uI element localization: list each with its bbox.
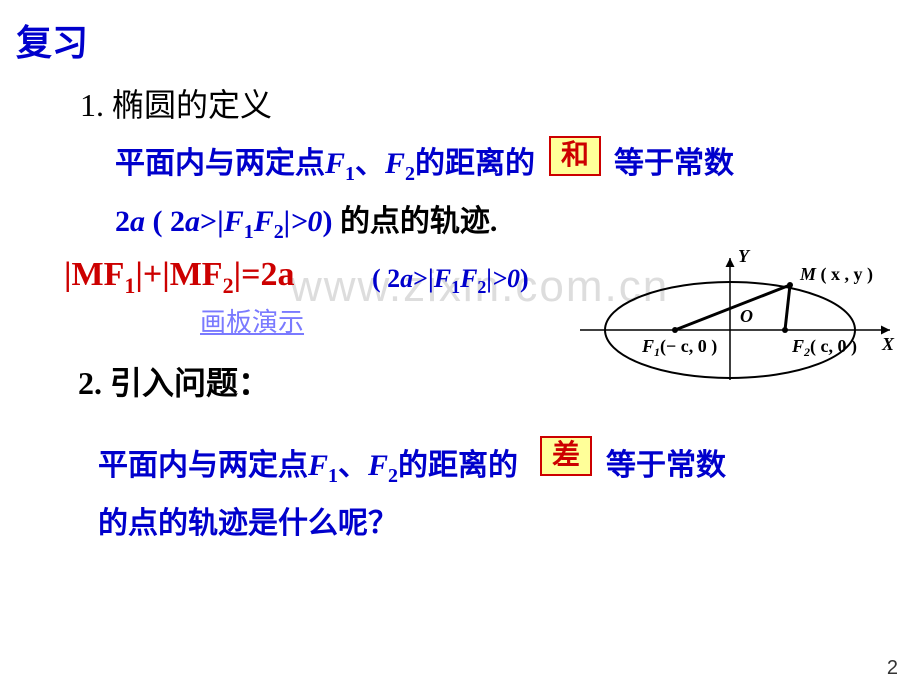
sym-f1: F	[308, 449, 328, 482]
fm-s2: 2	[223, 273, 234, 298]
fm-s1: 1	[124, 273, 135, 298]
sym-f2: F	[368, 449, 388, 482]
section-2-heading: 2. 引入问题：	[78, 358, 270, 404]
sym-f1b: F	[224, 205, 244, 238]
text: 平面内与两定点	[98, 449, 308, 482]
definition-line-1: 平面内与两定点F1、F2的距离的	[115, 138, 535, 186]
pai: a	[400, 264, 413, 293]
po: (	[372, 264, 387, 293]
text-after: 的距离的	[398, 449, 518, 482]
text-after-box-1: 等于常数	[614, 138, 734, 182]
pc: )	[520, 264, 529, 293]
tail: 的点的轨迹.	[340, 205, 498, 238]
definition-line-2: 2a ( 2a>|F1F2|>0) 的点的轨迹.	[115, 196, 497, 244]
sym-a: a	[130, 205, 145, 238]
pf1: F	[434, 264, 451, 293]
svg-text:F1(− c, 0 ): F1(− c, 0 )	[641, 336, 717, 359]
ellipse-formula: |MF1|+|MF2|=2a	[64, 256, 294, 299]
num-2b: 2	[170, 205, 185, 238]
svg-text:O: O	[740, 306, 753, 326]
num-2: 2	[115, 205, 130, 238]
p2a: 2	[387, 264, 400, 293]
sub-1: 1	[345, 163, 355, 185]
page-title: 复习	[16, 14, 88, 66]
text: 平面内与两定点	[115, 147, 325, 180]
highlight-box-diff: 差	[540, 436, 592, 476]
pf1s: 1	[451, 277, 460, 297]
demo-link[interactable]: 画板演示	[200, 302, 304, 339]
sym-f1: F	[325, 147, 345, 180]
sub-2b: 2	[274, 221, 284, 243]
pend: |>0	[486, 264, 520, 293]
sep: 、	[355, 147, 385, 180]
highlight-box-sum: 和	[549, 136, 601, 176]
svg-text:F2( c, 0 ): F2( c, 0 )	[791, 336, 857, 359]
page-number: 2	[887, 657, 898, 680]
svg-text:Y: Y	[738, 246, 751, 266]
gt: >|	[200, 205, 224, 238]
ellipse-formula-condition: ( 2a>|F1F2|>0)	[372, 264, 529, 298]
ellipse-diagram: X Y O F1(− c, 0 ) F2( c, 0 ) M ( x , y )	[560, 240, 900, 400]
question-line-1: 平面内与两定点F1、F2的距离的	[98, 440, 518, 488]
sym-f2: F	[385, 147, 405, 180]
svg-text:X: X	[881, 334, 895, 354]
sep: 、	[338, 449, 368, 482]
fm-a: |MF	[64, 256, 124, 293]
text-after: 的距离的	[415, 147, 535, 180]
fm-mid: |+|MF	[135, 256, 222, 293]
end: |>0	[284, 205, 323, 238]
sym-a2: a	[185, 205, 200, 238]
fm-end: |=2a	[234, 256, 295, 293]
text-after-box-2: 等于常数	[606, 440, 726, 484]
svg-text:M ( x , y ): M ( x , y )	[799, 264, 873, 285]
sub-2: 2	[388, 465, 398, 487]
sub-1: 1	[328, 465, 338, 487]
sub-1b: 1	[244, 221, 254, 243]
pf2: F	[460, 264, 477, 293]
paren-close: )	[322, 205, 340, 238]
sym-f2b: F	[254, 205, 274, 238]
paren-open: (	[145, 205, 170, 238]
question-line-2: 的点的轨迹是什么呢？	[98, 498, 398, 542]
sub-2: 2	[405, 163, 415, 185]
pgt: >|	[413, 264, 434, 293]
section-1-heading: 1. 椭圆的定义	[80, 80, 272, 126]
